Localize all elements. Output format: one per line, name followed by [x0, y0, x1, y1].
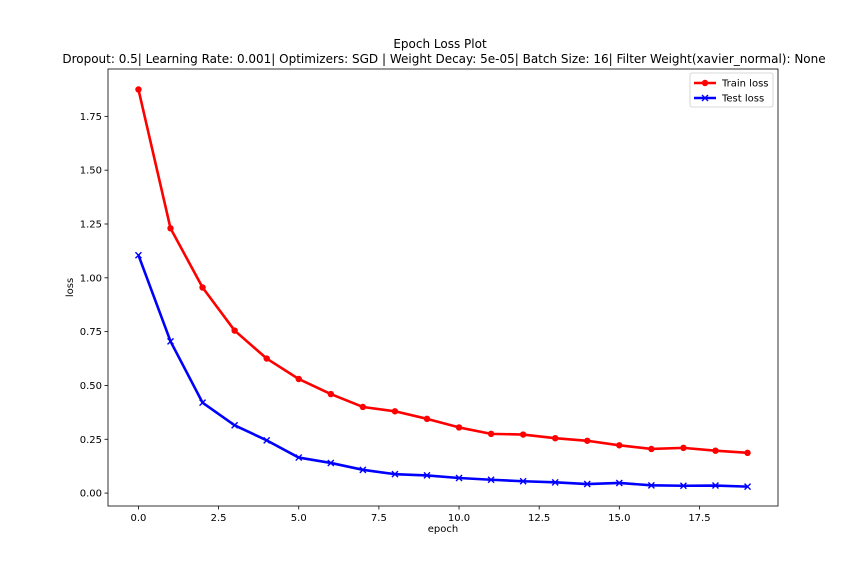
data-point-train-loss — [199, 284, 206, 291]
data-point-train-loss — [359, 403, 367, 411]
plot-area — [107, 68, 779, 507]
x-axis-label: epoch — [428, 524, 458, 535]
x-tick-label: 12.5 — [528, 513, 550, 524]
chart-subtitle: Dropout: 0.5| Learning Rate: 0.001| Opti… — [62, 52, 825, 66]
series-line-test-loss — [137, 254, 748, 488]
data-point-train-loss — [616, 442, 623, 449]
data-point-train-loss — [584, 437, 591, 444]
y-axis-ticks: 0.00 0.25 0.50 0.75 1.00 1.25 1.50 1.75 — [80, 112, 108, 500]
data-point-train-loss — [552, 434, 559, 442]
x-tick-label: 7.5 — [371, 513, 387, 524]
y-tick-label: 1.50 — [80, 166, 102, 177]
legend: Train loss Test loss — [689, 72, 774, 108]
data-point-train-loss — [295, 375, 302, 383]
data-point-test-loss — [711, 482, 719, 490]
y-tick-label: 0.00 — [80, 489, 102, 500]
data-point-test-loss — [583, 480, 591, 488]
y-tick-label: 1.75 — [80, 112, 102, 123]
data-point-train-loss — [167, 225, 174, 232]
x-tick-label: 5.0 — [291, 513, 307, 524]
legend-marker-train — [701, 79, 709, 87]
data-point-train-loss — [744, 449, 751, 457]
data-point-train-loss — [455, 424, 463, 431]
data-point-train-loss — [519, 431, 527, 438]
data-point-test-loss — [231, 421, 239, 429]
x-tick-label: 10.0 — [448, 513, 470, 524]
legend-marker-test — [701, 94, 709, 102]
y-tick-label: 0.75 — [80, 327, 102, 338]
x-tick-label: 2.5 — [211, 513, 227, 524]
data-point-test-loss — [391, 470, 399, 478]
data-point-test-loss — [551, 478, 559, 486]
data-point-train-loss — [327, 390, 334, 398]
x-tick-label: 17.5 — [688, 513, 710, 524]
y-tick-label: 0.50 — [80, 381, 102, 392]
legend-label-test: Test loss — [721, 94, 764, 105]
data-point-test-loss — [327, 459, 335, 467]
data-point-test-loss — [199, 399, 207, 407]
y-tick-label: 0.25 — [80, 435, 102, 446]
data-point-test-loss — [134, 251, 142, 259]
data-point-train-loss — [680, 444, 687, 452]
data-point-test-loss — [455, 474, 463, 482]
data-point-test-loss — [615, 479, 623, 487]
data-point-train-loss — [423, 415, 431, 423]
x-tick-label: 15.0 — [608, 513, 630, 524]
data-point-test-loss — [519, 477, 527, 485]
y-axis-label: loss — [65, 278, 76, 297]
data-point-test-loss — [744, 483, 752, 491]
series-line-train-loss — [137, 89, 748, 455]
data-point-test-loss — [295, 454, 303, 462]
data-point-train-loss — [135, 86, 142, 93]
y-tick-label: 1.25 — [80, 219, 102, 230]
data-point-test-loss — [487, 476, 495, 484]
legend-label-train: Train loss — [721, 79, 769, 90]
chart-title: Epoch Loss Plot — [393, 37, 487, 51]
data-point-train-loss — [712, 447, 719, 454]
x-axis-ticks: 0.0 2.5 5.0 7.5 10.0 12.5 15.0 17.5 — [131, 506, 711, 524]
data-point-train-loss — [648, 445, 655, 453]
data-point-train-loss — [487, 430, 495, 438]
data-point-test-loss — [647, 481, 655, 489]
series-layer — [134, 86, 752, 491]
data-point-test-loss — [359, 466, 367, 474]
y-tick-label: 1.00 — [80, 273, 102, 284]
data-point-test-loss — [263, 436, 271, 444]
data-point-test-loss — [679, 482, 687, 490]
data-point-test-loss — [423, 471, 431, 479]
data-point-train-loss — [263, 355, 270, 362]
data-point-train-loss — [391, 408, 399, 415]
x-tick-label: 0.0 — [131, 513, 147, 524]
data-point-train-loss — [231, 327, 238, 334]
data-point-test-loss — [167, 337, 175, 345]
